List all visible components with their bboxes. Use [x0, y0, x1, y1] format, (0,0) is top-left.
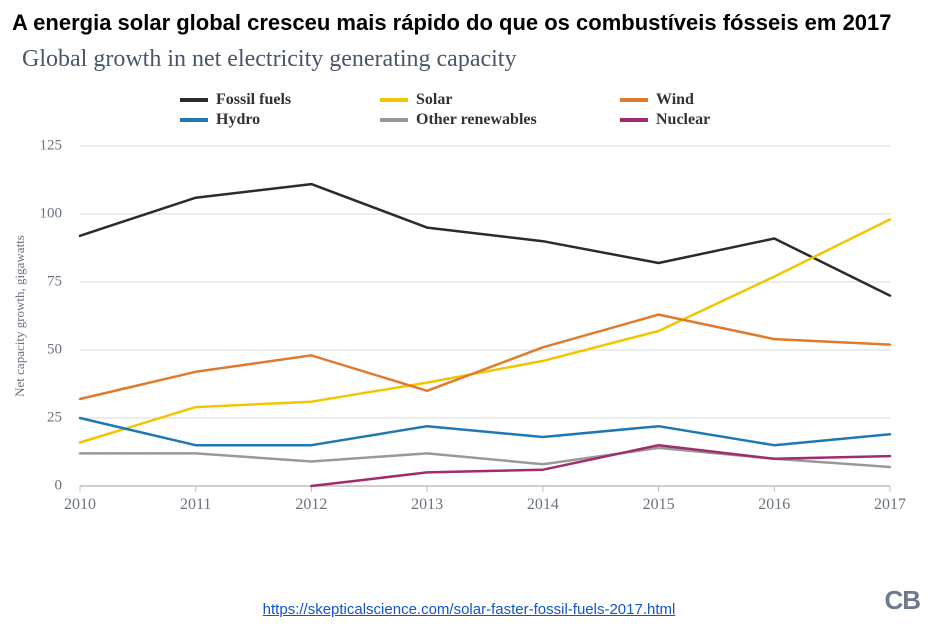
chart-subtitle: Global growth in net electricity generat… — [0, 40, 938, 81]
y-tick-label: 75 — [47, 274, 62, 291]
y-tick-label: 100 — [40, 206, 63, 223]
legend-swatch — [620, 118, 648, 122]
legend-item: Solar — [380, 91, 620, 109]
chart-plot: Net capacity growth, gigawatts 025507510… — [70, 146, 900, 486]
legend-item: Other renewables — [380, 111, 620, 129]
series-line — [80, 315, 890, 399]
chart-legend: Fossil fuels Solar Wind Hydro Other renewabl… — [180, 91, 800, 129]
x-tick-label: 2016 — [758, 496, 790, 514]
chart-svg — [70, 146, 900, 486]
legend-item: Wind — [620, 91, 800, 109]
series-line — [80, 219, 890, 442]
chart-area: Fossil fuels Solar Wind Hydro Other renewabl… — [70, 91, 900, 521]
source-link[interactable]: https://skepticalscience.com/solar-faste… — [263, 601, 676, 618]
legend-label: Other renewables — [416, 111, 537, 129]
legend-swatch — [180, 118, 208, 122]
x-tick-label: 2010 — [64, 496, 96, 514]
legend-swatch — [380, 118, 408, 122]
legend-item: Fossil fuels — [180, 91, 380, 109]
legend-label: Wind — [656, 91, 694, 109]
x-tick-label: 2017 — [874, 496, 906, 514]
legend-label: Fossil fuels — [216, 91, 291, 109]
y-tick-label: 50 — [47, 342, 62, 359]
y-tick-label: 125 — [40, 138, 63, 155]
x-tick-label: 2014 — [527, 496, 559, 514]
legend-item: Nuclear — [620, 111, 800, 129]
legend-item: Hydro — [180, 111, 380, 129]
x-tick-label: 2013 — [411, 496, 443, 514]
y-tick-label: 25 — [47, 410, 62, 427]
x-tick-label: 2012 — [295, 496, 327, 514]
legend-label: Nuclear — [656, 111, 710, 129]
series-line — [80, 418, 890, 445]
legend-swatch — [180, 98, 208, 102]
legend-label: Solar — [416, 91, 452, 109]
legend-swatch — [380, 98, 408, 102]
series-line — [311, 445, 890, 486]
x-tick-label: 2015 — [643, 496, 675, 514]
cb-logo: CB — [884, 585, 920, 616]
legend-label: Hydro — [216, 111, 260, 129]
y-tick-label: 0 — [55, 478, 63, 495]
main-title: A energia solar global cresceu mais rápi… — [0, 0, 938, 40]
y-axis-label: Net capacity growth, gigawatts — [12, 235, 28, 397]
legend-swatch — [620, 98, 648, 102]
x-tick-label: 2011 — [180, 496, 211, 514]
